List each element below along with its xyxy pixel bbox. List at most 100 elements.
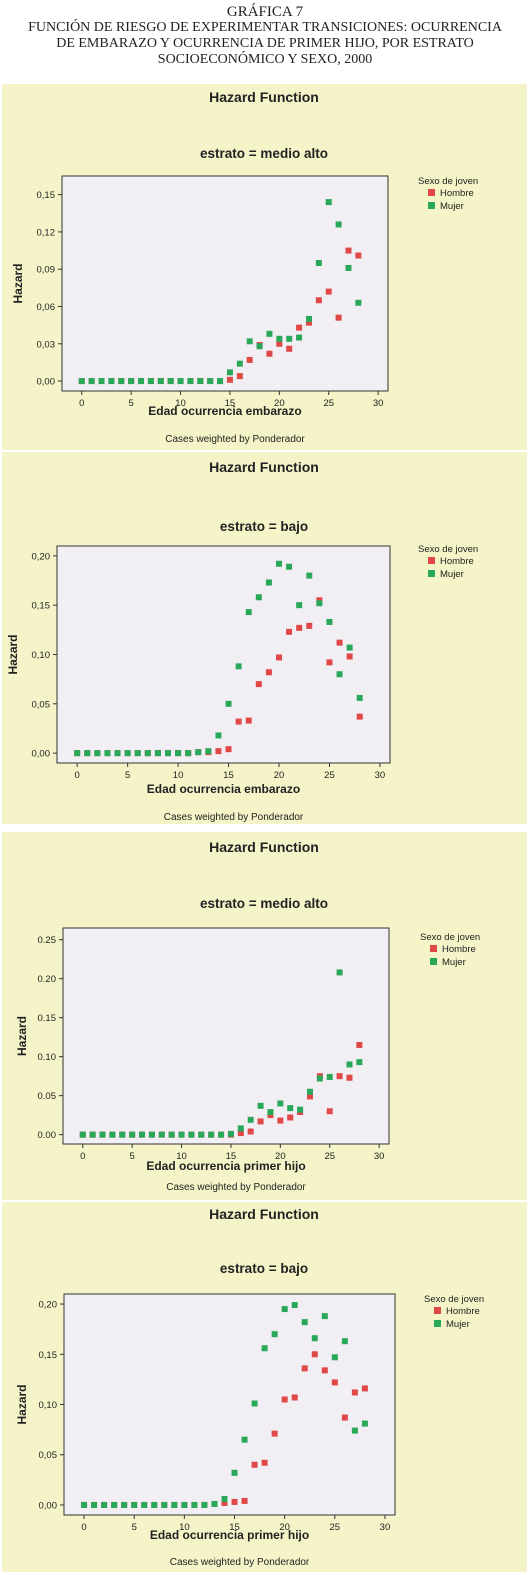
plot-area xyxy=(62,927,390,1145)
data-point xyxy=(148,1131,155,1138)
plot-area xyxy=(61,175,389,392)
figure-caption-line: FUNCIÓN DE RIESGO DE EXPERIMENTAR TRANSI… xyxy=(28,20,502,35)
legend-swatch xyxy=(430,958,437,965)
legend-title: Sexo de joven xyxy=(420,932,480,943)
series-mujer xyxy=(79,969,363,1138)
legend-swatch xyxy=(428,202,435,209)
y-tick-label: 0.05 xyxy=(38,1091,57,1102)
data-point xyxy=(271,1430,278,1437)
data-point xyxy=(218,1131,225,1138)
x-tick-label: 0 xyxy=(80,1151,85,1162)
data-point xyxy=(356,1041,363,1048)
data-point xyxy=(94,750,101,757)
chart-footnote: Cases weighted by Ponderador xyxy=(170,1557,310,1568)
x-tick-label: 15 xyxy=(229,1522,240,1533)
data-point xyxy=(265,669,272,676)
data-point xyxy=(331,1379,338,1386)
data-point xyxy=(231,1498,238,1505)
data-point xyxy=(225,746,232,753)
x-tick-label: 30 xyxy=(373,398,384,409)
x-axis-label: Edad ocurrencia primer hijo xyxy=(146,1159,305,1173)
data-point xyxy=(89,1131,96,1138)
data-point xyxy=(236,360,243,367)
x-tick-label: 5 xyxy=(130,1151,135,1162)
x-tick-label: 30 xyxy=(380,1522,391,1533)
chart-subtitle: estrato = medio alto xyxy=(200,896,328,911)
legend-swatch xyxy=(434,1307,441,1314)
x-tick-label: 25 xyxy=(324,1151,335,1162)
data-point xyxy=(326,1073,333,1080)
data-point xyxy=(247,1116,254,1123)
y-tick-label: 0,20 xyxy=(39,1300,58,1311)
data-point xyxy=(205,748,212,755)
chart-panel-embarazo-medio-alto: Hazard Function estrato = medio alto 0 5 10 1… xyxy=(2,84,527,450)
data-point xyxy=(311,1351,318,1358)
data-point xyxy=(291,1394,298,1401)
data-point xyxy=(119,1131,126,1138)
x-tick-label: 10 xyxy=(179,1522,190,1533)
x-tick-label: 0 xyxy=(81,1522,86,1533)
data-point xyxy=(251,1400,258,1407)
chart-title: Hazard Function xyxy=(209,839,319,855)
legend-label: Mujer xyxy=(440,569,464,580)
data-point xyxy=(345,264,352,271)
data-point xyxy=(188,1131,195,1138)
y-tick-label: 0,05 xyxy=(39,1450,58,1461)
chart-footnote: Cases weighted by Ponderador xyxy=(164,812,304,823)
x-tick-label: 30 xyxy=(375,770,386,781)
data-point xyxy=(356,694,363,701)
data-point xyxy=(79,1131,86,1138)
x-tick-label: 5 xyxy=(129,398,134,409)
data-point xyxy=(99,1131,106,1138)
data-point xyxy=(118,378,125,385)
data-point xyxy=(305,319,312,326)
data-point xyxy=(331,1354,338,1361)
hazard-chart: Hazard Function estrato = bajo 0 5 10 15 20 25 3… xyxy=(15,1206,484,1568)
data-point xyxy=(217,378,224,385)
data-point xyxy=(81,1501,88,1508)
data-point xyxy=(296,602,303,609)
x-axis-label: Edad ocurrencia primer hijo xyxy=(150,1528,309,1542)
data-point xyxy=(111,1501,118,1508)
y-axis-label: Hazard xyxy=(11,263,25,303)
legend-label: Mujer xyxy=(440,201,464,212)
legend-label: Mujer xyxy=(446,1319,470,1330)
y-tick-label: 0,05 xyxy=(32,699,51,710)
x-tick-label: 0 xyxy=(79,398,84,409)
data-point xyxy=(296,624,303,631)
legend-swatch xyxy=(428,570,435,577)
data-point xyxy=(355,252,362,259)
chart-footnote: Cases weighted by Ponderador xyxy=(165,434,305,445)
data-point xyxy=(245,609,252,616)
y-tick-label: 0,12 xyxy=(37,227,56,238)
data-point xyxy=(291,1302,298,1309)
data-point xyxy=(246,338,253,345)
data-point xyxy=(286,628,293,635)
data-point xyxy=(191,1501,198,1508)
y-tick-label: 0,15 xyxy=(39,1350,58,1361)
x-tick-label: 15 xyxy=(225,398,236,409)
data-point xyxy=(271,1331,278,1338)
data-point xyxy=(128,378,135,385)
data-point xyxy=(157,378,164,385)
data-point xyxy=(226,376,233,383)
data-point xyxy=(88,378,95,385)
data-point xyxy=(287,1105,294,1112)
data-point xyxy=(361,1385,368,1392)
data-point xyxy=(185,750,192,757)
data-point xyxy=(355,299,362,306)
x-axis-label: Edad ocurrencia embarazo xyxy=(147,782,300,796)
data-point xyxy=(336,671,343,678)
chart-panel-primer-hijo-medio-alto: Hazard Function estrato = medio alto 0 5 10 1… xyxy=(2,832,527,1200)
x-tick-label: 20 xyxy=(274,398,285,409)
data-point xyxy=(296,324,303,331)
legend-swatch xyxy=(434,1320,441,1327)
data-point xyxy=(326,659,333,666)
data-point xyxy=(208,1131,215,1138)
data-point xyxy=(181,1501,188,1508)
data-point xyxy=(221,1499,228,1506)
data-point xyxy=(316,600,323,607)
y-tick-label: 0,10 xyxy=(39,1400,58,1411)
data-point xyxy=(207,378,214,385)
data-point xyxy=(237,1130,244,1137)
